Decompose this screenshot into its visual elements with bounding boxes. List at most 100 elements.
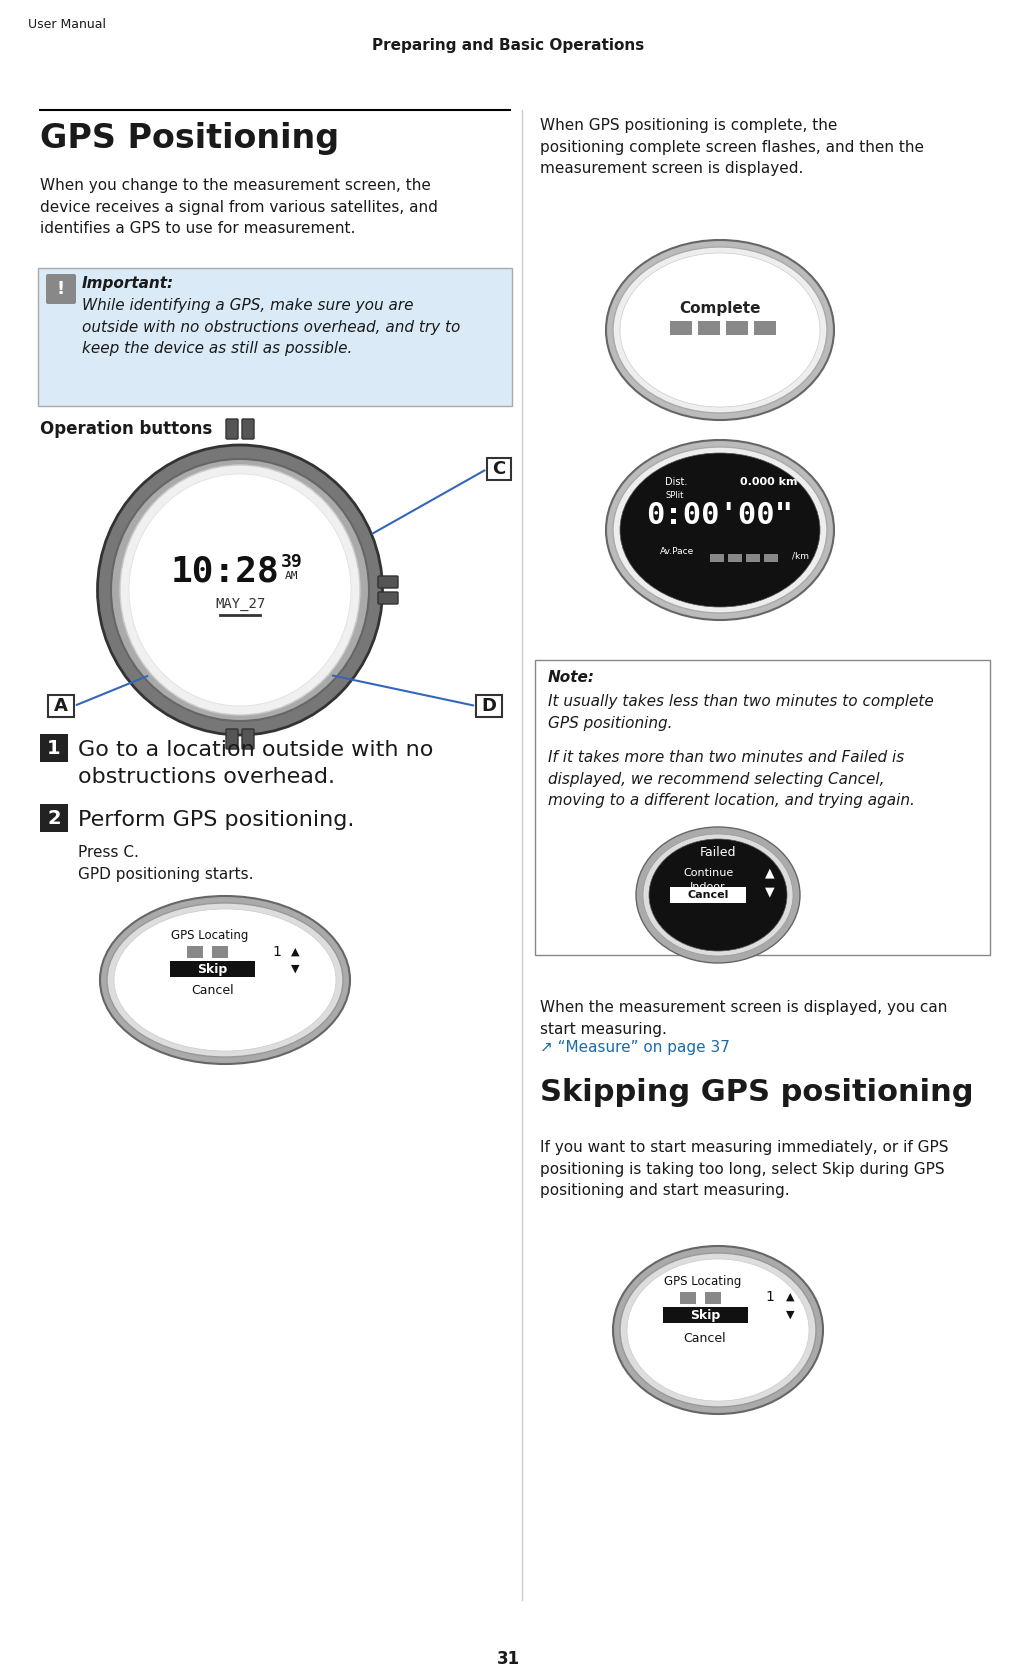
Text: 0.000 km: 0.000 km [740, 478, 797, 488]
Text: ↗ “Measure” on page 37: ↗ “Measure” on page 37 [540, 1041, 730, 1054]
FancyBboxPatch shape [764, 555, 778, 561]
Ellipse shape [606, 441, 834, 620]
Text: A: A [54, 697, 68, 716]
Text: GPS Positioning: GPS Positioning [40, 122, 339, 154]
Text: Cancel: Cancel [191, 984, 234, 997]
FancyBboxPatch shape [487, 458, 511, 479]
Text: GPD positioning starts.: GPD positioning starts. [78, 866, 253, 882]
FancyBboxPatch shape [754, 322, 776, 335]
Text: Press C.: Press C. [78, 845, 139, 860]
Ellipse shape [120, 464, 360, 716]
Ellipse shape [100, 897, 350, 1064]
Text: 10:28: 10:28 [171, 555, 280, 588]
Text: 0:00'00": 0:00'00" [647, 501, 793, 531]
FancyBboxPatch shape [726, 322, 747, 335]
Text: AM: AM [285, 572, 299, 582]
Ellipse shape [98, 446, 382, 736]
FancyBboxPatch shape [40, 804, 68, 831]
Text: 1: 1 [273, 945, 282, 959]
FancyBboxPatch shape [378, 592, 398, 603]
Text: C: C [492, 459, 505, 478]
Text: ▲: ▲ [765, 866, 775, 880]
FancyBboxPatch shape [728, 555, 742, 561]
Text: MAY_27: MAY_27 [215, 597, 265, 612]
Ellipse shape [613, 447, 827, 613]
Text: Go to a location outside with no
obstructions overhead.: Go to a location outside with no obstruc… [78, 741, 433, 788]
Text: /km: /km [792, 551, 809, 560]
Text: When the measurement screen is displayed, you can
start measuring.: When the measurement screen is displayed… [540, 1001, 948, 1036]
Text: It usually takes less than two minutes to complete
GPS positioning.: It usually takes less than two minutes t… [548, 694, 934, 731]
Ellipse shape [620, 453, 820, 607]
Text: ▲: ▲ [291, 947, 299, 957]
Ellipse shape [620, 253, 820, 407]
Text: Operation buttons: Operation buttons [40, 421, 213, 437]
Text: Complete: Complete [679, 300, 761, 315]
Ellipse shape [636, 826, 800, 964]
Text: Skip: Skip [197, 962, 228, 975]
Text: Cancel: Cancel [683, 1331, 726, 1344]
Text: User Manual: User Manual [28, 18, 106, 30]
Ellipse shape [643, 835, 793, 955]
Text: Perform GPS positioning.: Perform GPS positioning. [78, 810, 354, 830]
Text: Failed: Failed [700, 846, 736, 860]
FancyBboxPatch shape [226, 729, 238, 749]
Text: If you want to start measuring immediately, or if GPS
positioning is taking too : If you want to start measuring immediate… [540, 1140, 949, 1198]
Text: SPlit: SPlit [665, 491, 683, 501]
Ellipse shape [114, 908, 336, 1051]
FancyBboxPatch shape [46, 273, 76, 303]
Text: Preparing and Basic Operations: Preparing and Basic Operations [372, 39, 645, 54]
FancyBboxPatch shape [680, 1292, 696, 1304]
Ellipse shape [111, 459, 369, 721]
Text: Continue: Continue [682, 868, 733, 878]
Text: Skip: Skip [690, 1309, 720, 1321]
FancyBboxPatch shape [226, 419, 238, 439]
FancyBboxPatch shape [40, 734, 68, 763]
Text: While identifying a GPS, make sure you are
outside with no obstructions overhead: While identifying a GPS, make sure you a… [82, 298, 461, 357]
FancyBboxPatch shape [212, 945, 228, 959]
Text: 31: 31 [497, 1649, 520, 1668]
FancyBboxPatch shape [242, 419, 254, 439]
Ellipse shape [627, 1259, 809, 1401]
Text: Dist.: Dist. [665, 478, 687, 488]
Ellipse shape [613, 1245, 823, 1415]
FancyBboxPatch shape [746, 555, 760, 561]
FancyBboxPatch shape [476, 696, 502, 717]
Text: When you change to the measurement screen, the
device receives a signal from var: When you change to the measurement scree… [40, 178, 438, 236]
Ellipse shape [613, 246, 827, 412]
FancyBboxPatch shape [48, 696, 74, 717]
Text: GPS Locating: GPS Locating [171, 929, 249, 942]
Text: Indoor: Indoor [691, 882, 726, 892]
Text: !: ! [57, 280, 65, 298]
Text: Important:: Important: [82, 277, 174, 292]
Text: 1: 1 [766, 1291, 774, 1304]
Text: ▲: ▲ [786, 1292, 794, 1302]
Text: ▼: ▼ [291, 964, 299, 974]
Ellipse shape [649, 840, 787, 950]
FancyBboxPatch shape [187, 945, 203, 959]
FancyBboxPatch shape [663, 1307, 747, 1322]
FancyBboxPatch shape [710, 555, 724, 561]
Ellipse shape [129, 474, 351, 706]
Ellipse shape [620, 1254, 816, 1406]
Text: When GPS positioning is complete, the
positioning complete screen flashes, and t: When GPS positioning is complete, the po… [540, 117, 924, 176]
Text: 2: 2 [47, 808, 61, 828]
FancyBboxPatch shape [242, 729, 254, 749]
FancyBboxPatch shape [170, 960, 255, 977]
FancyBboxPatch shape [535, 660, 990, 955]
Text: ▼: ▼ [765, 885, 775, 898]
Ellipse shape [107, 903, 343, 1058]
Text: 39: 39 [281, 553, 303, 572]
Text: D: D [481, 697, 496, 716]
FancyBboxPatch shape [670, 887, 746, 903]
Text: Cancel: Cancel [687, 890, 729, 900]
FancyBboxPatch shape [670, 322, 692, 335]
FancyBboxPatch shape [705, 1292, 721, 1304]
FancyBboxPatch shape [38, 268, 512, 406]
Ellipse shape [606, 240, 834, 421]
Text: GPS Locating: GPS Locating [664, 1275, 741, 1289]
Text: 1: 1 [47, 739, 61, 758]
FancyBboxPatch shape [698, 322, 720, 335]
Text: If it takes more than two minutes and Failed is
displayed, we recommend selectin: If it takes more than two minutes and Fa… [548, 749, 915, 808]
Text: Av.Pace: Av.Pace [660, 548, 695, 556]
FancyBboxPatch shape [378, 577, 398, 588]
